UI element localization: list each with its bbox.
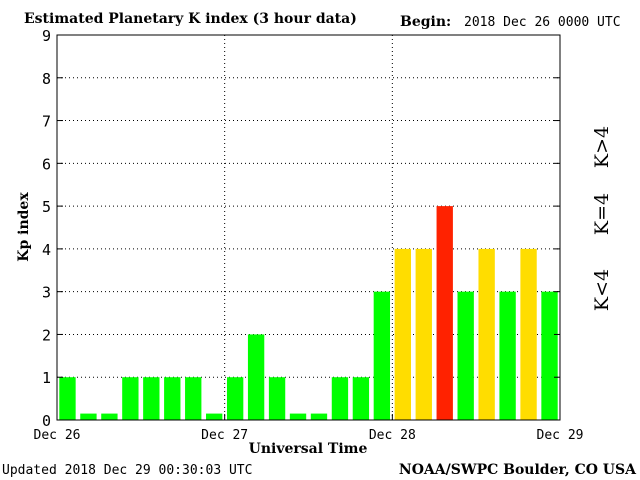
bars: [59, 206, 558, 420]
x-tick-label: Dec 26: [34, 428, 81, 443]
plot-area: 0 1 2 3 4 5 6 7 8 9 Dec 26 Dec 27 Dec 28 Dec 29: [34, 27, 584, 443]
y-tick-label: 9: [42, 27, 51, 45]
y-tick-label: 1: [42, 369, 51, 387]
kp-bar: [226, 377, 244, 420]
y-tick-label: 4: [42, 241, 51, 259]
kp-bar: [289, 413, 307, 420]
kp-bar: [59, 377, 76, 420]
chart-title: Estimated Planetary K index (3 hour data…: [24, 11, 357, 27]
begin-label: Begin:: [400, 14, 451, 30]
kp-bar: [478, 248, 495, 420]
x-axis-title: Universal Time: [249, 441, 368, 457]
legend-low: K<4: [591, 269, 613, 311]
kp-bar: [415, 248, 432, 420]
legend: K<4 K=4 K>4: [591, 126, 613, 311]
y-axis-title: Kp index: [16, 192, 32, 262]
y-tick-label: 2: [42, 326, 51, 344]
legend-eq: K=4: [591, 193, 613, 235]
x-tick-label: Dec 28: [369, 428, 416, 443]
kp-bar: [373, 291, 391, 420]
kp-bar: [394, 248, 411, 420]
kp-bar: [457, 291, 474, 420]
kp-bar: [499, 291, 516, 420]
kp-bar: [310, 413, 328, 420]
y-tick-label: 7: [42, 113, 51, 131]
credit-text: NOAA/SWPC Boulder, CO USA: [399, 462, 637, 478]
x-tick-label: Dec 27: [201, 428, 248, 443]
kp-bar: [101, 413, 118, 420]
begin-value: 2018 Dec 26 0000 UTC: [464, 15, 621, 30]
kp-bar: [331, 377, 349, 420]
y-tick-label: 6: [42, 155, 51, 173]
kp-bar: [122, 377, 139, 420]
kp-bar: [80, 413, 97, 420]
kp-bar: [268, 377, 286, 420]
y-tick-label: 3: [42, 284, 51, 302]
kp-bar: [541, 291, 558, 420]
x-tick-label: Dec 29: [537, 428, 584, 443]
y-tick-label: 8: [42, 70, 51, 88]
kp-bar: [143, 377, 160, 420]
plot-frame: [56, 34, 561, 421]
grid-lines: [57, 35, 560, 420]
y-tick-label: 0: [42, 412, 51, 430]
x-axis-ticks: Dec 26 Dec 27 Dec 28 Dec 29: [34, 414, 584, 443]
y-tick-label: 5: [42, 198, 51, 216]
kp-bar: [436, 206, 453, 420]
kp-bar: [164, 377, 181, 420]
y-axis-ticks: 0 1 2 3 4 5 6 7 8 9: [42, 27, 560, 430]
legend-high: K>4: [591, 126, 613, 168]
kp-bar: [247, 334, 265, 420]
kp-bar: [520, 248, 537, 420]
updated-timestamp: Updated 2018 Dec 29 00:30:03 UTC: [2, 463, 252, 478]
kp-bar: [206, 413, 223, 420]
kp-bar: [352, 377, 370, 420]
kp-bar: [185, 377, 202, 420]
